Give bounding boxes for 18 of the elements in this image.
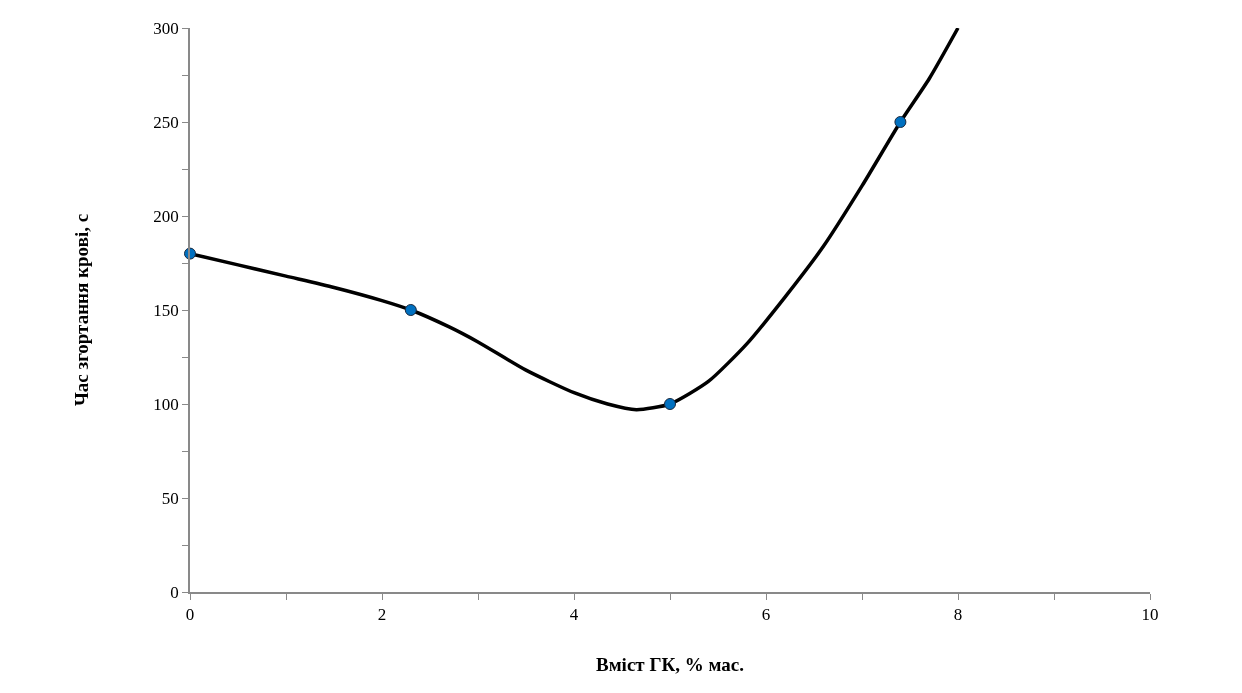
y-tick-label: 100 xyxy=(153,394,179,414)
point xyxy=(404,304,417,316)
y-axis-title: Час згортання крові, с xyxy=(70,213,92,407)
x-tick-label: 6 xyxy=(761,605,771,625)
y-tick-label: 50 xyxy=(161,488,179,508)
x-tick-label: 2 xyxy=(377,605,387,625)
x-tick-label: 8 xyxy=(953,605,963,625)
y-tick-label: 250 xyxy=(153,112,179,132)
point xyxy=(894,116,907,128)
y-tick-label: 200 xyxy=(153,206,179,226)
x-axis-title: Вміст ГК, % мас. xyxy=(595,654,745,676)
x-tick-label: 4 xyxy=(569,605,579,625)
x-tick-label: 0 xyxy=(185,605,195,625)
point xyxy=(664,398,676,410)
x-tick-label: 10 xyxy=(1141,605,1159,625)
y-tick-label: 0 xyxy=(170,582,179,602)
y-tick-label: 300 xyxy=(153,18,179,38)
y-tick-label: 150 xyxy=(153,300,179,320)
